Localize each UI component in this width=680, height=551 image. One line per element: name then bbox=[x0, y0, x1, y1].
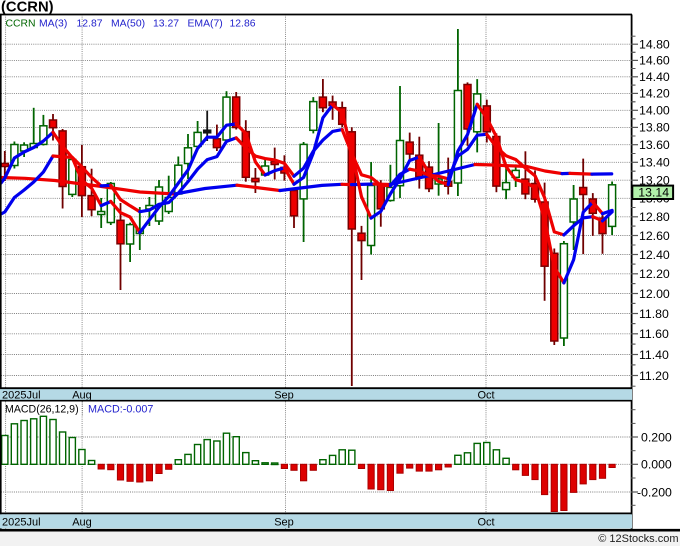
svg-text:13.80: 13.80 bbox=[639, 121, 670, 135]
svg-text:12.00: 12.00 bbox=[639, 287, 670, 301]
svg-text:13.60: 13.60 bbox=[639, 138, 670, 152]
svg-text:-0.200: -0.200 bbox=[637, 485, 672, 499]
svg-text:Oct: Oct bbox=[477, 517, 494, 529]
svg-text:11.80: 11.80 bbox=[639, 307, 669, 321]
svg-text:2025Jul: 2025Jul bbox=[2, 517, 41, 529]
svg-text:13.14: 13.14 bbox=[638, 186, 669, 200]
svg-text:2025Jul: 2025Jul bbox=[2, 390, 41, 402]
svg-text:13.20: 13.20 bbox=[639, 174, 670, 188]
svg-text:MACD(26,12,9): MACD(26,12,9) bbox=[5, 404, 79, 416]
svg-text:Sep: Sep bbox=[274, 390, 294, 402]
svg-text:12.20: 12.20 bbox=[639, 267, 670, 281]
svg-text:11.20: 11.20 bbox=[639, 369, 669, 383]
svg-text:0.200: 0.200 bbox=[641, 430, 672, 444]
svg-text:14.40: 14.40 bbox=[639, 70, 670, 84]
svg-text:11.60: 11.60 bbox=[639, 327, 669, 341]
svg-text:0.000: 0.000 bbox=[641, 458, 672, 472]
svg-text:MA(50): MA(50) bbox=[111, 18, 145, 29]
svg-text:(CCRN): (CCRN) bbox=[1, 0, 54, 16]
svg-text:14.60: 14.60 bbox=[639, 54, 670, 68]
svg-text:14.20: 14.20 bbox=[639, 87, 670, 101]
svg-text:13.40: 13.40 bbox=[639, 156, 670, 170]
svg-text:12.87: 12.87 bbox=[77, 18, 103, 29]
svg-text:MACD:-0.007: MACD:-0.007 bbox=[88, 404, 153, 416]
svg-text:Oct: Oct bbox=[477, 390, 494, 402]
svg-text:12.80: 12.80 bbox=[639, 210, 670, 224]
svg-text:12.40: 12.40 bbox=[639, 248, 670, 262]
svg-text:© 12Stocks.com: © 12Stocks.com bbox=[598, 533, 678, 545]
svg-text:Aug: Aug bbox=[72, 517, 92, 529]
svg-text:EMA(7): EMA(7) bbox=[188, 18, 223, 29]
svg-text:14.80: 14.80 bbox=[639, 38, 670, 52]
svg-text:12.60: 12.60 bbox=[639, 229, 670, 243]
svg-text:14.00: 14.00 bbox=[639, 104, 670, 118]
svg-text:13.27: 13.27 bbox=[153, 18, 179, 29]
svg-text:12.86: 12.86 bbox=[230, 18, 256, 29]
svg-text:MA(3): MA(3) bbox=[39, 18, 67, 29]
svg-text:11.40: 11.40 bbox=[639, 348, 669, 362]
svg-text:Sep: Sep bbox=[274, 517, 294, 529]
svg-text:CCRN: CCRN bbox=[6, 18, 36, 29]
svg-text:Aug: Aug bbox=[72, 390, 92, 402]
